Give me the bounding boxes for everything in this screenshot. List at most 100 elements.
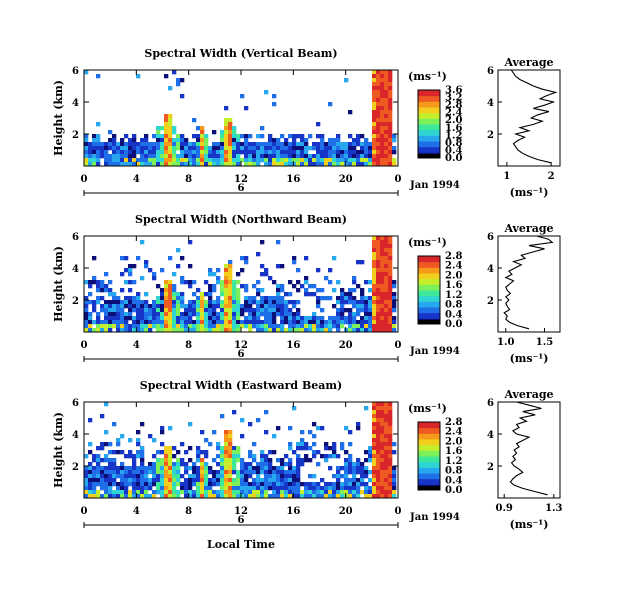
heatmap-cell [196,446,201,451]
heatmap-cell [208,292,213,297]
heatmap-cell [244,260,249,265]
heatmap-cell [312,442,317,447]
heatmap-cell [308,316,313,321]
heatmap-cell [316,296,321,301]
heatmap-cell [196,316,201,321]
heatmap-cell [380,478,385,483]
heatmap-cell [292,300,297,305]
heatmap-cell [236,308,241,313]
heatmap-cell [104,482,109,487]
heatmap-cell [300,462,305,467]
x-tick-label: 20 [339,174,353,185]
heatmap-cell [376,268,381,273]
heatmap-cell [364,466,369,471]
heatmap-cell [268,146,273,151]
heatmap-cell [292,150,297,155]
heatmap-cell [100,146,105,151]
heatmap-cell [92,146,97,151]
heatmap-cell [92,280,97,285]
heatmap-cell [156,466,161,471]
heatmap-cell [232,490,237,495]
heatmap-cell [328,146,333,151]
heatmap-cell [388,304,393,309]
heatmap-cell [336,324,341,329]
heatmap-cell [176,312,181,317]
heatmap-cell [356,458,361,463]
heatmap-cell [96,482,101,487]
heatmap-cell [280,264,285,269]
heatmap-cell [296,280,301,285]
heatmap-cell [188,486,193,491]
heatmap-cell [224,272,229,277]
date-label: Jan 1994 [409,180,460,191]
heatmap-cell [196,300,201,305]
heatmap-cell [388,154,393,159]
heatmap-cell [284,300,289,305]
heatmap-cell [152,312,157,317]
heatmap-cell [260,312,265,317]
heatmap-cell [160,268,165,273]
heatmap-cell [344,158,349,163]
heatmap-cell [352,320,357,325]
colorbar-segment [418,478,440,485]
heatmap-cell [296,300,301,305]
heatmap-cell [268,162,273,167]
heatmap-cell [172,474,177,479]
heatmap-cell [372,86,377,91]
heatmap-cell [340,320,345,325]
heatmap-cell [340,288,345,293]
heatmap-cell [224,482,229,487]
heatmap-cell [164,74,169,79]
heatmap-cell [316,142,321,147]
heatmap-cell [204,320,209,325]
heatmap-cell [124,158,129,163]
heatmap-cell [336,300,341,305]
heatmap-cell [188,312,193,317]
heatmap-cell [168,320,173,325]
heatmap-cell [284,490,289,495]
heatmap-cell [376,450,381,455]
heatmap-cell [332,138,337,143]
heatmap-cell [128,264,133,269]
heatmap-cell [388,422,393,427]
heatmap-cell [280,478,285,483]
heatmap-cell [380,114,385,119]
heatmap-cell [376,320,381,325]
heatmap-cell [200,482,205,487]
heatmap-cell [280,490,285,495]
heatmap-cell [288,134,293,139]
heatmap-cell [384,478,389,483]
heatmap-cell [272,328,277,333]
heatmap-cell [188,316,193,321]
heatmap-cell [116,482,121,487]
heatmap-cell [276,304,281,309]
heatmap-cell [88,146,93,151]
heatmap-cell [248,134,253,139]
heatmap-cell [188,490,193,495]
heatmap-cell [112,482,117,487]
heatmap-cell [288,324,293,329]
colorbar-segment [418,107,440,114]
heatmap-cell [152,304,157,309]
heatmap-cell [272,320,277,325]
heatmap-cell [352,312,357,317]
heatmap-cell [292,324,297,329]
heatmap-cell [296,474,301,479]
heatmap-cell [84,486,89,491]
heatmap-cell [228,442,233,447]
heatmap-cell [296,324,301,329]
heatmap-cell [276,466,281,471]
heatmap-cell [112,462,117,467]
heatmap-cell [356,308,361,313]
heatmap-cell [96,328,101,333]
heatmap-cell [368,324,373,329]
heatmap-cell [276,138,281,143]
heatmap-cell [344,316,349,321]
heatmap-cell [304,256,309,261]
heatmap-cell [164,284,169,289]
heatmap-cell [172,146,177,151]
heatmap-cell [364,328,369,333]
heatmap-cell [348,158,353,163]
heatmap-cell [120,474,125,479]
heatmap-cell [296,478,301,483]
